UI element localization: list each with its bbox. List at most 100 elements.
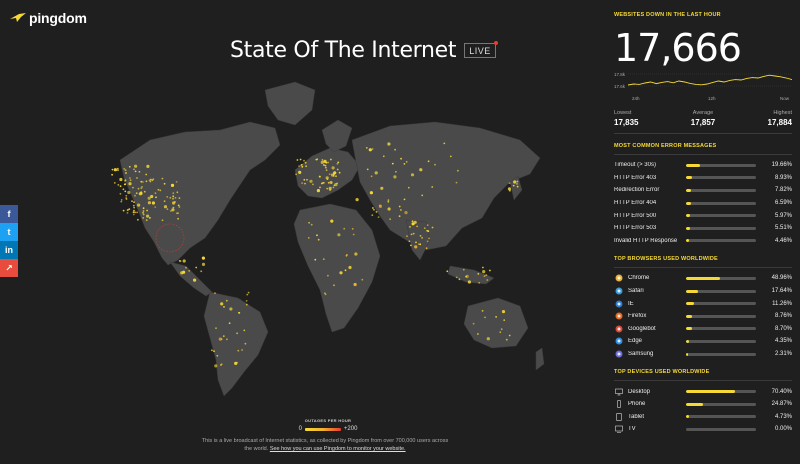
outage-dot	[317, 238, 320, 241]
outage-dot	[120, 200, 123, 203]
error-row: HTTP Error 404 6.59%	[614, 197, 792, 210]
outage-dot	[326, 187, 329, 190]
outage-dot	[427, 160, 430, 163]
outage-dot	[421, 237, 423, 239]
error-bar-fill	[686, 214, 691, 218]
outage-dot	[122, 209, 125, 212]
websites-down-stats: Lowest 17,835 Average 17,857 Highest 17,…	[614, 110, 792, 134]
outage-dot	[166, 196, 169, 198]
outage-dot	[412, 223, 414, 226]
outage-dot	[245, 300, 248, 302]
browser-bar-fill	[686, 314, 693, 318]
device-bar	[686, 415, 756, 419]
outage-dot	[170, 210, 172, 212]
outage-dot	[123, 183, 126, 186]
outage-dot	[505, 338, 508, 341]
outage-dot	[154, 192, 157, 195]
outage-dot	[320, 160, 324, 164]
outage-dot	[446, 270, 449, 273]
outage-dot	[245, 303, 248, 306]
error-value: 8.93%	[774, 174, 792, 181]
firefox-icon	[614, 312, 623, 321]
outage-dot	[172, 192, 175, 195]
outage-dot	[332, 175, 335, 177]
outage-dot	[373, 208, 375, 211]
outage-dot	[411, 220, 414, 223]
outage-dot	[179, 260, 182, 263]
outage-dot	[214, 292, 216, 295]
device-value: 70.40%	[771, 388, 792, 395]
share-button[interactable]: ↗	[0, 259, 18, 277]
outage-dot	[387, 142, 391, 146]
world-outage-map[interactable]	[90, 70, 550, 400]
outage-dot	[177, 217, 179, 220]
outage-dot	[467, 280, 471, 284]
error-row: HTTP Error 500 5.97%	[614, 209, 792, 222]
browser-bar	[686, 352, 756, 356]
outage-dot	[336, 182, 338, 185]
new-zealand-landmass	[535, 347, 545, 371]
outage-dot	[403, 198, 406, 201]
device-row: Tablet 4.73%	[614, 411, 792, 424]
outage-dot	[133, 201, 135, 204]
spark-x-label-mid: 12h	[708, 96, 716, 101]
stat-highest: Highest 17,884	[768, 110, 792, 127]
stat-highest-value: 17,884	[767, 118, 792, 127]
outage-dot	[129, 177, 131, 179]
device-bar-fill	[686, 390, 736, 394]
outage-dot	[394, 148, 396, 151]
outage-dot	[201, 256, 205, 260]
error-row: Timeout (> 30s) 19.66%	[614, 159, 792, 172]
outage-dot	[246, 293, 249, 296]
device-bar-fill	[686, 415, 690, 419]
pingdom-logo[interactable]: pingdom	[10, 10, 87, 26]
outage-dot	[147, 196, 151, 200]
outage-dot	[124, 180, 126, 182]
footer-monitor-link[interactable]: See how you can use Pingdom to monitor y…	[269, 446, 406, 452]
browser-bar-fill	[686, 327, 693, 331]
outage-dot	[129, 179, 132, 182]
facebook-share-button[interactable]: f	[0, 205, 18, 223]
outage-dot	[298, 165, 300, 167]
outage-dot	[431, 186, 434, 188]
asia-landmass	[351, 121, 541, 251]
outage-dot	[145, 173, 148, 176]
outage-dot	[177, 204, 180, 207]
outage-dot	[223, 306, 225, 308]
outage-dot	[416, 225, 418, 228]
outage-dot	[410, 244, 412, 247]
outage-dot	[481, 310, 484, 312]
outage-dot	[117, 184, 120, 186]
outage-dot	[125, 197, 128, 199]
europe-landmass	[294, 147, 361, 199]
map-legend: OUTAGES PER HOUR 0 +200	[293, 418, 363, 432]
outage-dot	[368, 148, 372, 152]
outage-dot	[145, 180, 148, 183]
twitter-share-button[interactable]: t	[0, 223, 18, 241]
outage-dot	[507, 187, 511, 191]
error-label: HTTP Error 403	[614, 174, 657, 181]
outage-dot	[465, 275, 467, 278]
outage-dot	[503, 319, 506, 321]
outage-dot	[132, 211, 135, 214]
error-label: Redirection Error	[614, 187, 660, 194]
outage-dot	[163, 182, 166, 185]
outage-dot	[336, 168, 339, 171]
outage-dot	[377, 216, 380, 219]
error-label: HTTP Error 503	[614, 225, 657, 232]
outage-dot	[318, 189, 320, 191]
outage-dot	[172, 206, 175, 209]
pingdom-bird-icon	[10, 13, 26, 22]
stat-average: Average 17,857	[691, 110, 715, 127]
chrome-icon	[614, 274, 623, 283]
outage-dot	[457, 169, 459, 172]
device-label: Phone	[628, 401, 646, 408]
outage-dot	[296, 159, 299, 161]
social-share-bar: f t in ↗	[0, 205, 18, 277]
outage-dot	[222, 335, 225, 337]
australia-landmass	[463, 297, 529, 349]
outage-dot	[172, 197, 174, 200]
error-label: HTTP Error 500	[614, 212, 657, 219]
linkedin-share-button[interactable]: in	[0, 241, 18, 259]
outage-dot	[171, 208, 175, 212]
